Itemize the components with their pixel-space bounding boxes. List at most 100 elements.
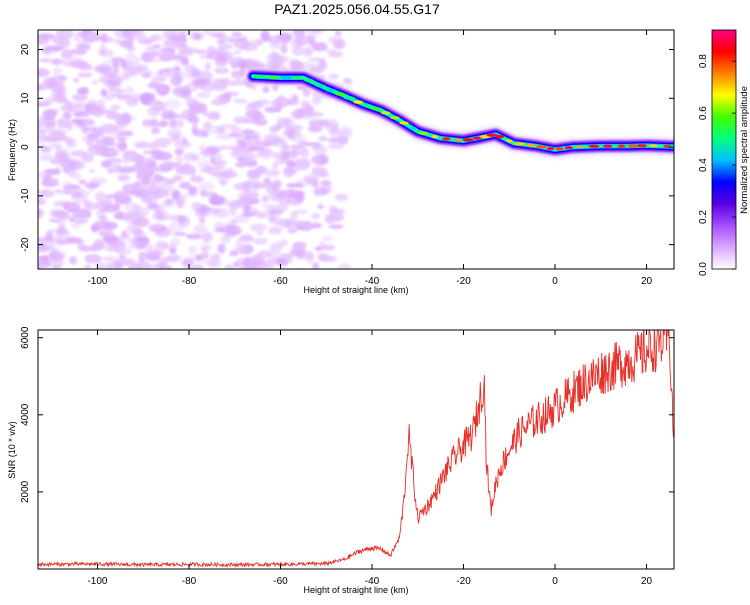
noise-blob (324, 49, 337, 54)
track-hotspot (280, 76, 293, 80)
noise-blob (220, 179, 227, 187)
noise-blob (187, 264, 204, 269)
noise-blob (262, 85, 270, 94)
noise-blob (269, 43, 281, 50)
noise-blob (139, 92, 156, 103)
y-tick-label: -10 (20, 188, 31, 203)
y-tick-label: 10 (20, 92, 31, 104)
noise-blob (291, 94, 299, 103)
noise-blob (207, 258, 222, 269)
noise-blob (202, 111, 209, 116)
noise-blob (116, 120, 124, 125)
noise-blob (57, 239, 74, 244)
noise-blob (162, 40, 179, 48)
noise-blob (51, 58, 61, 66)
noise-blob (104, 236, 119, 242)
noise-blob (69, 256, 78, 265)
noise-blob (204, 62, 211, 71)
noise-blob (299, 147, 310, 158)
noise-blob (75, 42, 91, 51)
noise-blob (203, 121, 213, 132)
noise-blob (268, 192, 285, 202)
x-tick-label: 0 (552, 276, 558, 287)
noise-blob (240, 233, 253, 239)
noise-blob (147, 264, 159, 269)
noise-blob (151, 58, 166, 63)
noise-blob (98, 230, 108, 237)
noise-blob (142, 167, 153, 173)
noise-blob (299, 246, 307, 255)
track-hotspot (506, 139, 513, 143)
noise-blob (157, 257, 169, 264)
noise-blob (188, 99, 198, 109)
y-tick-label: 2000 (20, 480, 31, 503)
snr-panel: -100 -80 -60 -40 -20 0 20 2000 4000 6000 Height o… (7, 326, 675, 595)
track-hotspot (418, 131, 429, 135)
noise-blob (194, 49, 208, 54)
noise-blob (230, 127, 242, 136)
noise-blob (60, 49, 73, 60)
noise-blob (99, 123, 118, 134)
noise-blob (172, 189, 180, 200)
noise-blob (276, 258, 289, 267)
spectrogram-ylabel: Frequency (Hz) (7, 119, 17, 181)
noise-blob (207, 111, 221, 121)
noise-blob (237, 140, 248, 148)
noise-blob (305, 220, 312, 232)
noise-blob (231, 61, 238, 70)
noise-blob (310, 65, 325, 74)
noise-blob (219, 145, 228, 150)
noise-blob (253, 58, 259, 68)
noise-blob (233, 116, 247, 124)
noise-blob (290, 144, 306, 151)
noise-blob (84, 104, 97, 111)
noise-blob (193, 224, 208, 235)
noise-blob (300, 99, 311, 108)
noise-blob (173, 69, 181, 78)
noise-blob (169, 237, 181, 248)
noise-blob (41, 177, 59, 187)
noise-blob (45, 168, 60, 175)
noise-blob (214, 55, 228, 67)
noise-blob (55, 95, 64, 102)
noise-blob (243, 256, 254, 268)
track-hotspot (343, 96, 355, 100)
noise-blob (38, 84, 51, 90)
noise-blob (105, 71, 118, 78)
noise-blob (270, 98, 283, 109)
track-hotspot (576, 145, 584, 149)
noise-blob (178, 47, 195, 57)
noise-blob (183, 152, 197, 162)
noise-blob (71, 118, 84, 124)
noise-blob (169, 77, 181, 86)
noise-blob (144, 37, 156, 44)
noise-blob (69, 161, 86, 171)
noise-blob (116, 88, 125, 94)
track-hotspot (409, 127, 418, 131)
x-tick-label: -40 (365, 276, 380, 287)
x-tick-label: -60 (273, 276, 288, 287)
noise-blob (233, 261, 241, 268)
noise-blob (93, 219, 111, 231)
noise-blob (184, 63, 197, 73)
noise-blob (198, 216, 206, 224)
noise-blob (44, 97, 54, 104)
noise-blob (120, 112, 131, 123)
noise-blob (307, 57, 326, 62)
noise-blob (38, 154, 53, 162)
noise-blob (62, 61, 74, 67)
noise-blob (224, 264, 235, 269)
noise-blob (94, 239, 104, 250)
noise-blob (291, 110, 304, 120)
noise-blob (158, 69, 165, 76)
x-tick-label: -60 (273, 576, 288, 587)
noise-blob (51, 265, 61, 269)
noise-blob (334, 30, 342, 36)
noise-blob (269, 242, 284, 252)
track-hotspot (564, 146, 574, 150)
track-hotspot (268, 75, 279, 79)
x-tick-label: -40 (365, 576, 380, 587)
noise-blob (202, 30, 216, 36)
noise-blob (269, 209, 278, 214)
